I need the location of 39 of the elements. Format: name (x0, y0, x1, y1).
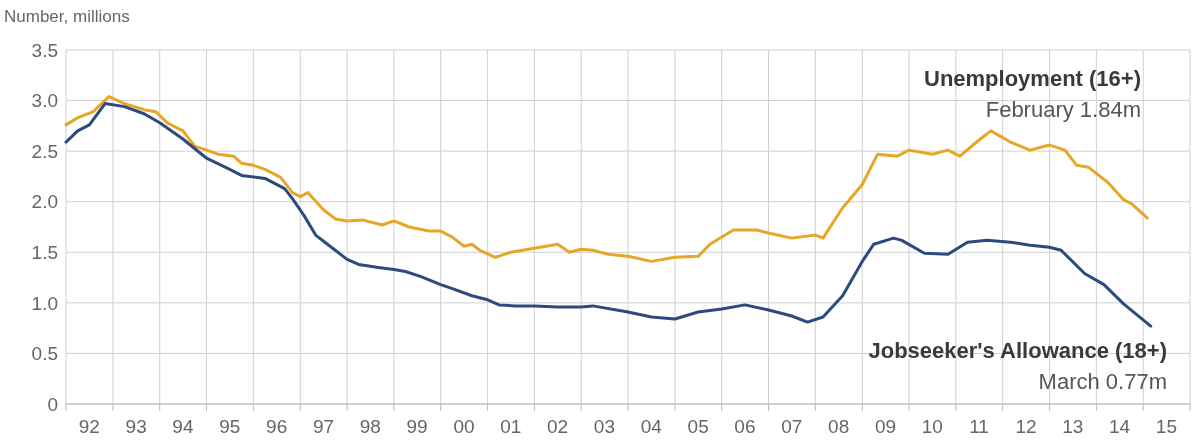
y-tick-label: 1.5 (31, 241, 58, 263)
y-tick-label: 0.5 (31, 343, 58, 365)
y-tick-label: 2.0 (31, 191, 58, 213)
x-tick-label: 13 (1062, 416, 1084, 437)
x-tick-label: 93 (125, 416, 147, 437)
y-tick-label: 3.5 (31, 39, 58, 61)
line-series (64, 102, 1153, 328)
x-tick-label: 11 (969, 416, 989, 437)
x-tick-label: 02 (547, 416, 569, 437)
x-tick-label: 15 (1155, 416, 1177, 437)
x-tick-label: 05 (687, 416, 709, 437)
x-tick-label: 97 (312, 416, 335, 437)
x-tick-label: 07 (781, 416, 803, 437)
x-tick-label: 95 (219, 416, 241, 437)
y-tick-label: 1.0 (31, 292, 58, 314)
x-tick-label: 09 (874, 416, 897, 437)
x-tick-label: 06 (734, 416, 756, 437)
x-tick-label: 04 (640, 416, 663, 437)
x-tick-label: 92 (78, 416, 100, 437)
x-tick-label: 08 (828, 416, 850, 437)
x-tick-label: 00 (453, 416, 475, 437)
annotation: February 1.84m (985, 97, 1141, 122)
y-axis-title: Number, millions (4, 7, 130, 26)
x-tick-label: 99 (406, 416, 428, 437)
x-tick-label: 01 (500, 416, 522, 437)
y-tick-label: 3.0 (31, 90, 58, 112)
x-tick-label: 98 (359, 416, 381, 437)
series-label: Jobseeker's Allowance (18+) (868, 338, 1167, 363)
y-tick-label: 0 (47, 393, 58, 415)
x-tick-label: 10 (921, 416, 943, 437)
x-tick-label: 94 (172, 416, 194, 437)
x-tick-label: 96 (266, 416, 288, 437)
y-tick-label: 2.5 (31, 140, 58, 162)
x-tick-label: 12 (1015, 416, 1037, 437)
x-tick-label: 03 (593, 416, 615, 437)
line-series (64, 95, 1149, 263)
annotation: March 0.77m (1038, 369, 1167, 394)
text: Unemployment (16+) (924, 66, 1141, 91)
x-tick-label: 14 (1109, 416, 1131, 437)
